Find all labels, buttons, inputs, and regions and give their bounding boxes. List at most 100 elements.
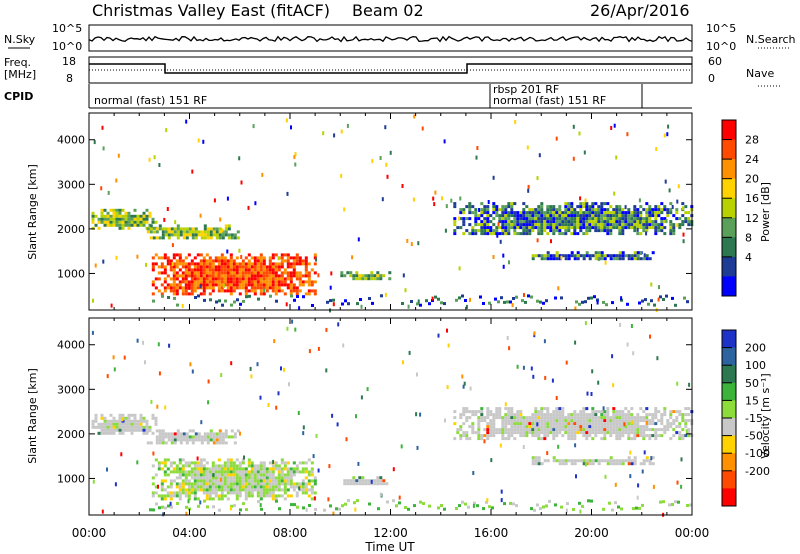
colorbar-swatch	[722, 198, 736, 219]
heatmap-cell	[465, 416, 469, 420]
heatmap-cell	[233, 441, 237, 445]
heatmap-cell	[655, 147, 658, 151]
heatmap-cell	[357, 461, 360, 466]
heatmap-cell	[507, 229, 511, 233]
heatmap-cell	[672, 428, 676, 432]
heatmap-cell	[91, 220, 95, 224]
heatmap-cell	[472, 471, 475, 475]
heatmap-cell	[437, 333, 440, 338]
heatmap-cell	[570, 223, 574, 227]
heatmap-cell	[516, 431, 520, 435]
heatmap-cell	[486, 214, 490, 218]
heatmap-cell	[178, 461, 182, 465]
heatmap-cell	[267, 403, 270, 407]
heatmap-cell	[280, 274, 284, 278]
heatmap-cell	[253, 262, 257, 266]
heatmap-cell	[355, 482, 359, 486]
heatmap-cell	[283, 292, 287, 296]
heatmap-cell	[181, 265, 185, 269]
heatmap-cell	[346, 482, 350, 486]
heatmap-cell	[259, 256, 263, 260]
heatmap-cell	[280, 461, 284, 465]
heatmap-cell	[361, 482, 365, 486]
heatmap-cell	[401, 184, 404, 188]
heatmap-cell	[651, 462, 655, 466]
heatmap-cell	[657, 428, 661, 432]
heatmap-cell	[218, 432, 222, 436]
heatmap-cell	[209, 230, 213, 234]
heatmap-cell	[536, 176, 539, 181]
heatmap-cell	[660, 211, 664, 215]
heatmap-cell	[171, 262, 174, 266]
heatmap-cell	[516, 425, 520, 429]
y-tick-label: 1000	[57, 472, 85, 485]
heatmap-cell	[197, 432, 201, 436]
heatmap-cell	[178, 253, 182, 257]
heatmap-cell	[209, 438, 213, 442]
heatmap-cell	[292, 256, 296, 260]
heatmap-cell	[588, 425, 592, 429]
heatmap-cell	[685, 429, 688, 434]
heatmap-cell	[603, 223, 607, 227]
heatmap-cell	[513, 214, 517, 218]
heatmap-cell	[395, 504, 398, 508]
heatmap-cell	[573, 459, 577, 463]
heatmap-cell	[609, 232, 613, 236]
heatmap-cell	[121, 425, 125, 429]
heatmap-cell	[289, 280, 293, 284]
heatmap-cell	[253, 467, 257, 471]
heatmap-cell	[160, 482, 164, 486]
heatmap-cell	[590, 499, 593, 503]
heatmap-cell	[292, 286, 296, 290]
heatmap-cell	[217, 494, 221, 498]
heatmap-cell	[597, 217, 601, 221]
heatmap-cell	[528, 226, 532, 230]
colorbar-swatch	[722, 418, 736, 437]
heatmap-cell	[639, 416, 643, 420]
heatmap-cell	[197, 435, 201, 439]
heatmap-cell	[286, 479, 290, 483]
heatmap-cell	[573, 223, 577, 227]
heatmap-cell	[181, 289, 185, 293]
heatmap-cell	[265, 482, 269, 486]
heatmap-cell	[489, 428, 493, 432]
heatmap-cell	[561, 223, 565, 227]
heatmap-cell	[507, 410, 511, 414]
heatmap-cell	[235, 485, 239, 489]
heatmap-cell	[519, 416, 523, 420]
heatmap-cell	[233, 300, 236, 304]
heatmap-cell	[223, 470, 227, 474]
heatmap-cell	[654, 223, 658, 227]
heatmap-cell	[199, 470, 203, 474]
heatmap-cell	[232, 262, 236, 266]
heatmap-cell	[687, 428, 691, 432]
heatmap-cell	[501, 214, 505, 218]
heatmap-cell	[238, 283, 242, 287]
heatmap-cell	[211, 277, 215, 281]
heatmap-cell	[603, 422, 607, 426]
heatmap-cell	[142, 340, 144, 345]
heatmap-cell	[179, 435, 183, 439]
heatmap-cell	[196, 271, 200, 275]
heatmap-cell	[238, 491, 242, 495]
heatmap-cell	[573, 428, 577, 432]
heatmap-cell	[217, 464, 221, 468]
heatmap-cell	[271, 494, 275, 498]
heatmap-cell	[534, 410, 538, 414]
heatmap-cell	[238, 473, 242, 477]
heatmap-cell	[504, 226, 508, 230]
heatmap-cell	[220, 476, 224, 480]
heatmap-cell	[412, 197, 415, 202]
heatmap-cell	[558, 459, 562, 463]
heatmap-cell	[262, 479, 266, 483]
heatmap-cell	[627, 410, 631, 414]
heatmap-cell	[549, 220, 553, 224]
heatmap-cell	[624, 422, 628, 426]
heatmap-cell	[154, 485, 158, 489]
heatmap-cell	[208, 470, 212, 474]
heatmap-cell	[657, 419, 661, 423]
heatmap-cell	[124, 422, 128, 426]
heatmap-cell	[376, 482, 380, 486]
heatmap-cell	[115, 208, 119, 212]
heatmap-cell	[531, 220, 535, 224]
